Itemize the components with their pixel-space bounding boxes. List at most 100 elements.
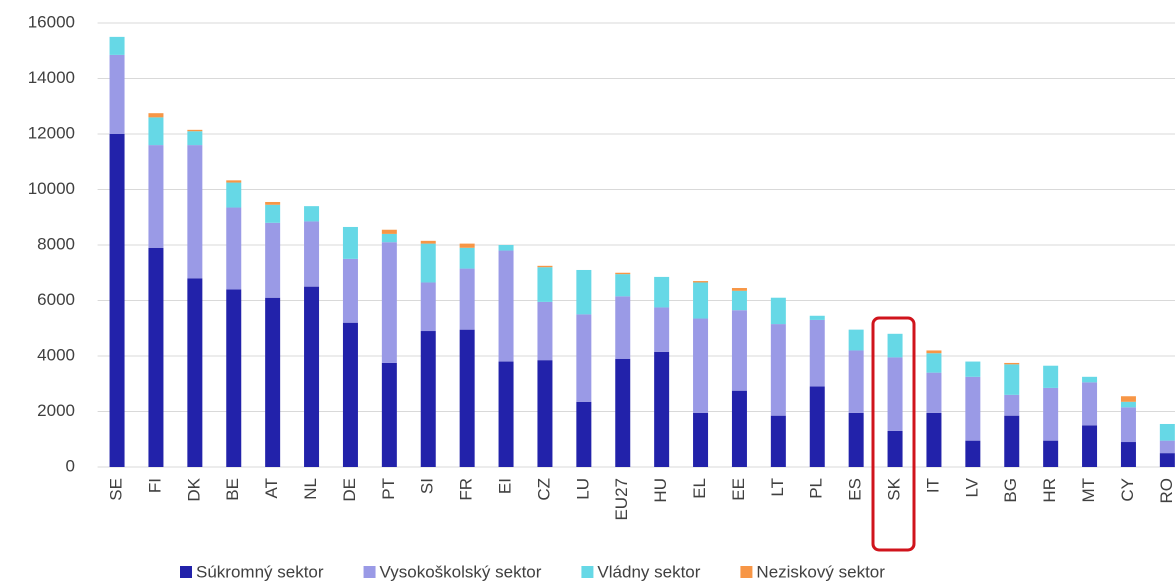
y-tick-label: 6000 <box>37 290 75 309</box>
bar-segment <box>537 265 553 268</box>
bar-segment <box>615 272 631 275</box>
x-tick-label: CY <box>1118 478 1137 502</box>
bar-segment <box>1159 453 1175 467</box>
bar-segment <box>226 207 242 290</box>
x-tick-label: ES <box>846 478 865 501</box>
bar-segment <box>926 372 942 413</box>
legend-swatch <box>581 566 594 578</box>
bar-segment <box>304 221 320 287</box>
x-tick-label: PL <box>807 478 826 499</box>
legend-swatch <box>180 566 192 578</box>
y-tick-label: 10000 <box>28 179 75 198</box>
bar-segment <box>1082 425 1098 467</box>
x-tick-label: CZ <box>534 478 553 501</box>
bar-segment <box>731 288 747 291</box>
bar-segment <box>1120 442 1136 467</box>
bar-segment <box>1082 382 1098 426</box>
bar-segment <box>459 243 475 248</box>
bar-segment <box>537 301 553 361</box>
bar-segment <box>926 353 942 373</box>
y-tick-label: 8000 <box>37 234 75 253</box>
x-tick-label: PT <box>379 478 398 500</box>
bar-segment <box>1043 365 1059 388</box>
bar-segment <box>459 268 475 330</box>
bar-segment <box>537 360 553 467</box>
x-tick-label: HR <box>1040 478 1059 503</box>
highlight-box <box>871 316 916 552</box>
x-tick-label: LU <box>573 478 592 500</box>
x-tick-label: DE <box>340 478 359 502</box>
x-tick-label: MT <box>1079 478 1098 503</box>
y-tick-label: 4000 <box>37 345 75 364</box>
legend: Súkromný sektor Vysokoškolský sektor Vládn… <box>180 562 885 581</box>
bar-segment <box>654 307 670 352</box>
bar-segment <box>537 267 553 302</box>
x-tick-label: LT <box>768 478 787 497</box>
x-tick-label: LV <box>962 477 981 497</box>
bar-segment <box>809 386 825 467</box>
bar-segment <box>420 331 436 467</box>
x-tick-label: EE <box>729 478 748 501</box>
bar-segment <box>770 324 786 416</box>
y-tick-label: 16000 <box>28 12 75 31</box>
bar-segment <box>148 113 164 118</box>
x-tick-label: BE <box>223 478 242 501</box>
legend-label: Neziskový sektor <box>756 562 885 581</box>
bar-segment <box>848 412 864 467</box>
bar-segment <box>693 282 709 319</box>
legend-swatch <box>363 566 376 578</box>
legend-swatch <box>740 566 753 578</box>
bar-segment <box>265 204 281 223</box>
bar-segment <box>342 322 358 467</box>
bar-segment <box>498 361 514 467</box>
bar-segment <box>615 274 631 297</box>
bar-segment <box>965 361 981 377</box>
bar-segment <box>187 278 203 467</box>
x-tick-label: RO <box>1157 478 1175 504</box>
bar-segment <box>1043 440 1059 467</box>
bar-segment <box>226 182 242 208</box>
bar-segment <box>342 258 358 323</box>
bar-segment <box>615 296 631 359</box>
y-tick-label: 14000 <box>28 68 75 87</box>
x-tick-label: SK <box>885 477 904 500</box>
y-tick-label: 2000 <box>37 401 75 420</box>
bar-segment <box>731 290 747 311</box>
bar-segment <box>109 54 125 134</box>
bar-segment <box>693 281 709 283</box>
bar-segment <box>1004 362 1020 365</box>
bar-segment <box>693 318 709 413</box>
bar-segment <box>1120 401 1136 408</box>
bar-segment <box>1004 415 1020 467</box>
bar-segment <box>1082 376 1098 383</box>
bar-segment <box>731 310 747 391</box>
bar-segment <box>265 222 281 298</box>
bar-segment <box>887 430 903 467</box>
bar-segment <box>342 226 358 259</box>
legend-label: Súkromný sektor <box>196 562 324 581</box>
bar-segment <box>1043 387 1059 441</box>
x-tick-label: AT <box>262 478 281 498</box>
bar-segment <box>498 250 514 362</box>
bar-segment <box>576 314 592 402</box>
legend-label: Vysokoškolský sektor <box>380 562 542 581</box>
bar-segment <box>459 247 475 269</box>
plot: 0 2000 4000 6000 8000 10000 12000 14000 16000 SE F… <box>28 12 1175 521</box>
legend-label: Vládny sektor <box>597 562 700 581</box>
y-tick-label: 0 <box>66 456 75 475</box>
bar-segment <box>887 357 903 431</box>
bar-segment <box>576 401 592 467</box>
x-tick-label: NL <box>301 478 320 500</box>
bar-segment <box>148 117 164 146</box>
bar-segment <box>1120 407 1136 443</box>
bar-segment <box>654 351 670 467</box>
bar-segment <box>654 276 670 308</box>
bar-segment <box>109 134 125 467</box>
bar-segment <box>1159 423 1175 441</box>
bar-segment <box>420 243 436 283</box>
bar-segment <box>226 180 242 183</box>
x-tick-label: HU <box>651 478 670 503</box>
bar-segment <box>576 269 592 315</box>
bar-segment <box>1159 440 1175 454</box>
